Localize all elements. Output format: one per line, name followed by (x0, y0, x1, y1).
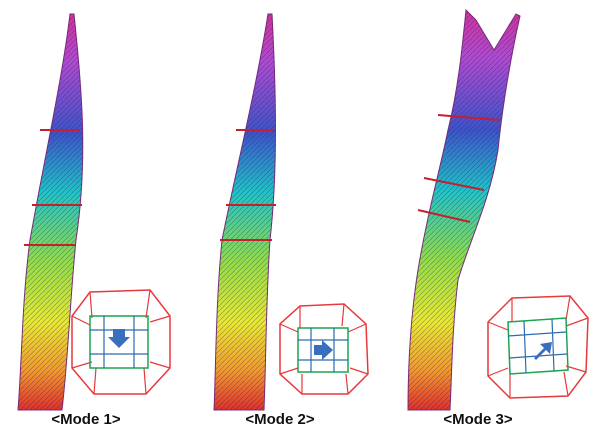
tower-band (417, 209, 471, 223)
mode-1-caption: <Mode 1> (51, 411, 121, 428)
plan-outer-frame (487, 295, 589, 399)
tower-band (437, 114, 501, 121)
plan-view-mode-3 (487, 295, 589, 399)
plan-core-box (297, 327, 349, 373)
tower-hatch (214, 14, 276, 410)
mode-2-caption: <Mode 2> (245, 411, 315, 428)
plan-corner-brace (71, 289, 171, 395)
plan-core-grid (90, 316, 148, 368)
plan-view-mode-1 (71, 289, 171, 395)
tower-hatch (18, 14, 83, 410)
plan-view-mode-2 (279, 303, 369, 395)
tower-mode-1 (17, 13, 84, 411)
right-arrow-icon (314, 340, 333, 360)
plan-corner-brace (487, 295, 589, 398)
plan-core-box (507, 317, 569, 375)
tower-hatch (408, 10, 520, 410)
down-arrow-icon (108, 329, 130, 348)
plan-core-grid (298, 328, 348, 372)
tower-mode-2 (213, 13, 276, 411)
plan-corner-brace (279, 303, 369, 395)
up-right-arrow-icon (534, 342, 552, 360)
tower-mode-3 (407, 8, 521, 411)
mode-3-caption: <Mode 3> (443, 411, 513, 428)
plan-core-grid (507, 318, 568, 374)
plan-core-box (89, 315, 149, 369)
tower-band (423, 177, 485, 191)
